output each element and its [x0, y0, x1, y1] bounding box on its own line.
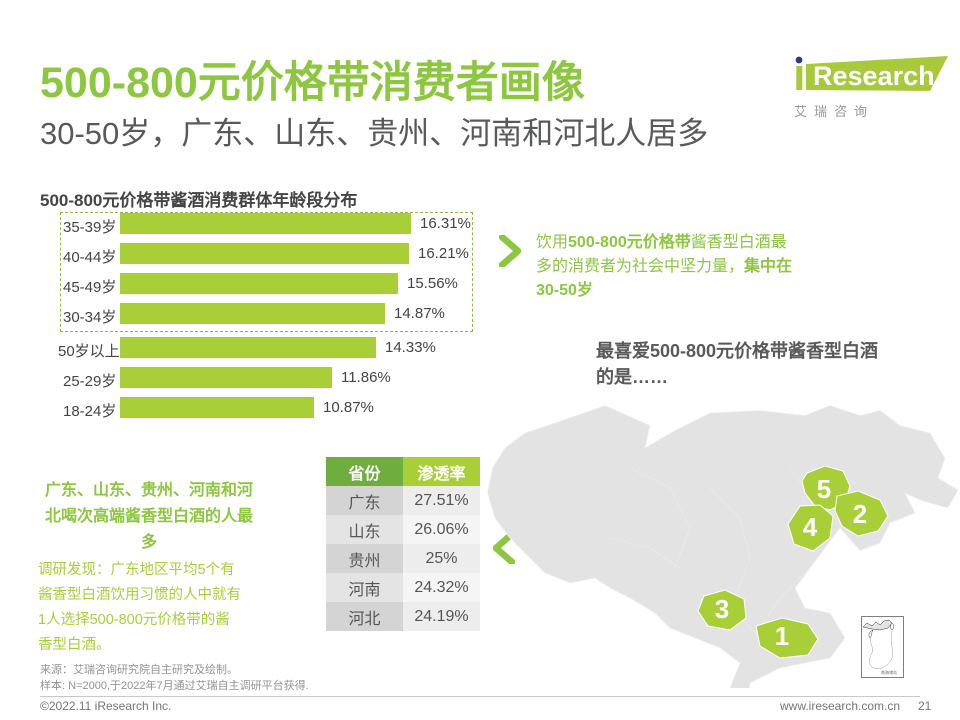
- svg-text:Research: Research: [813, 61, 935, 91]
- svg-text:3: 3: [715, 594, 729, 624]
- svg-text:1: 1: [775, 621, 789, 651]
- svg-text:5: 5: [817, 474, 831, 504]
- svg-text:南海诸岛: 南海诸岛: [881, 669, 897, 675]
- svg-text:4: 4: [803, 512, 818, 542]
- svg-text:2: 2: [853, 499, 867, 529]
